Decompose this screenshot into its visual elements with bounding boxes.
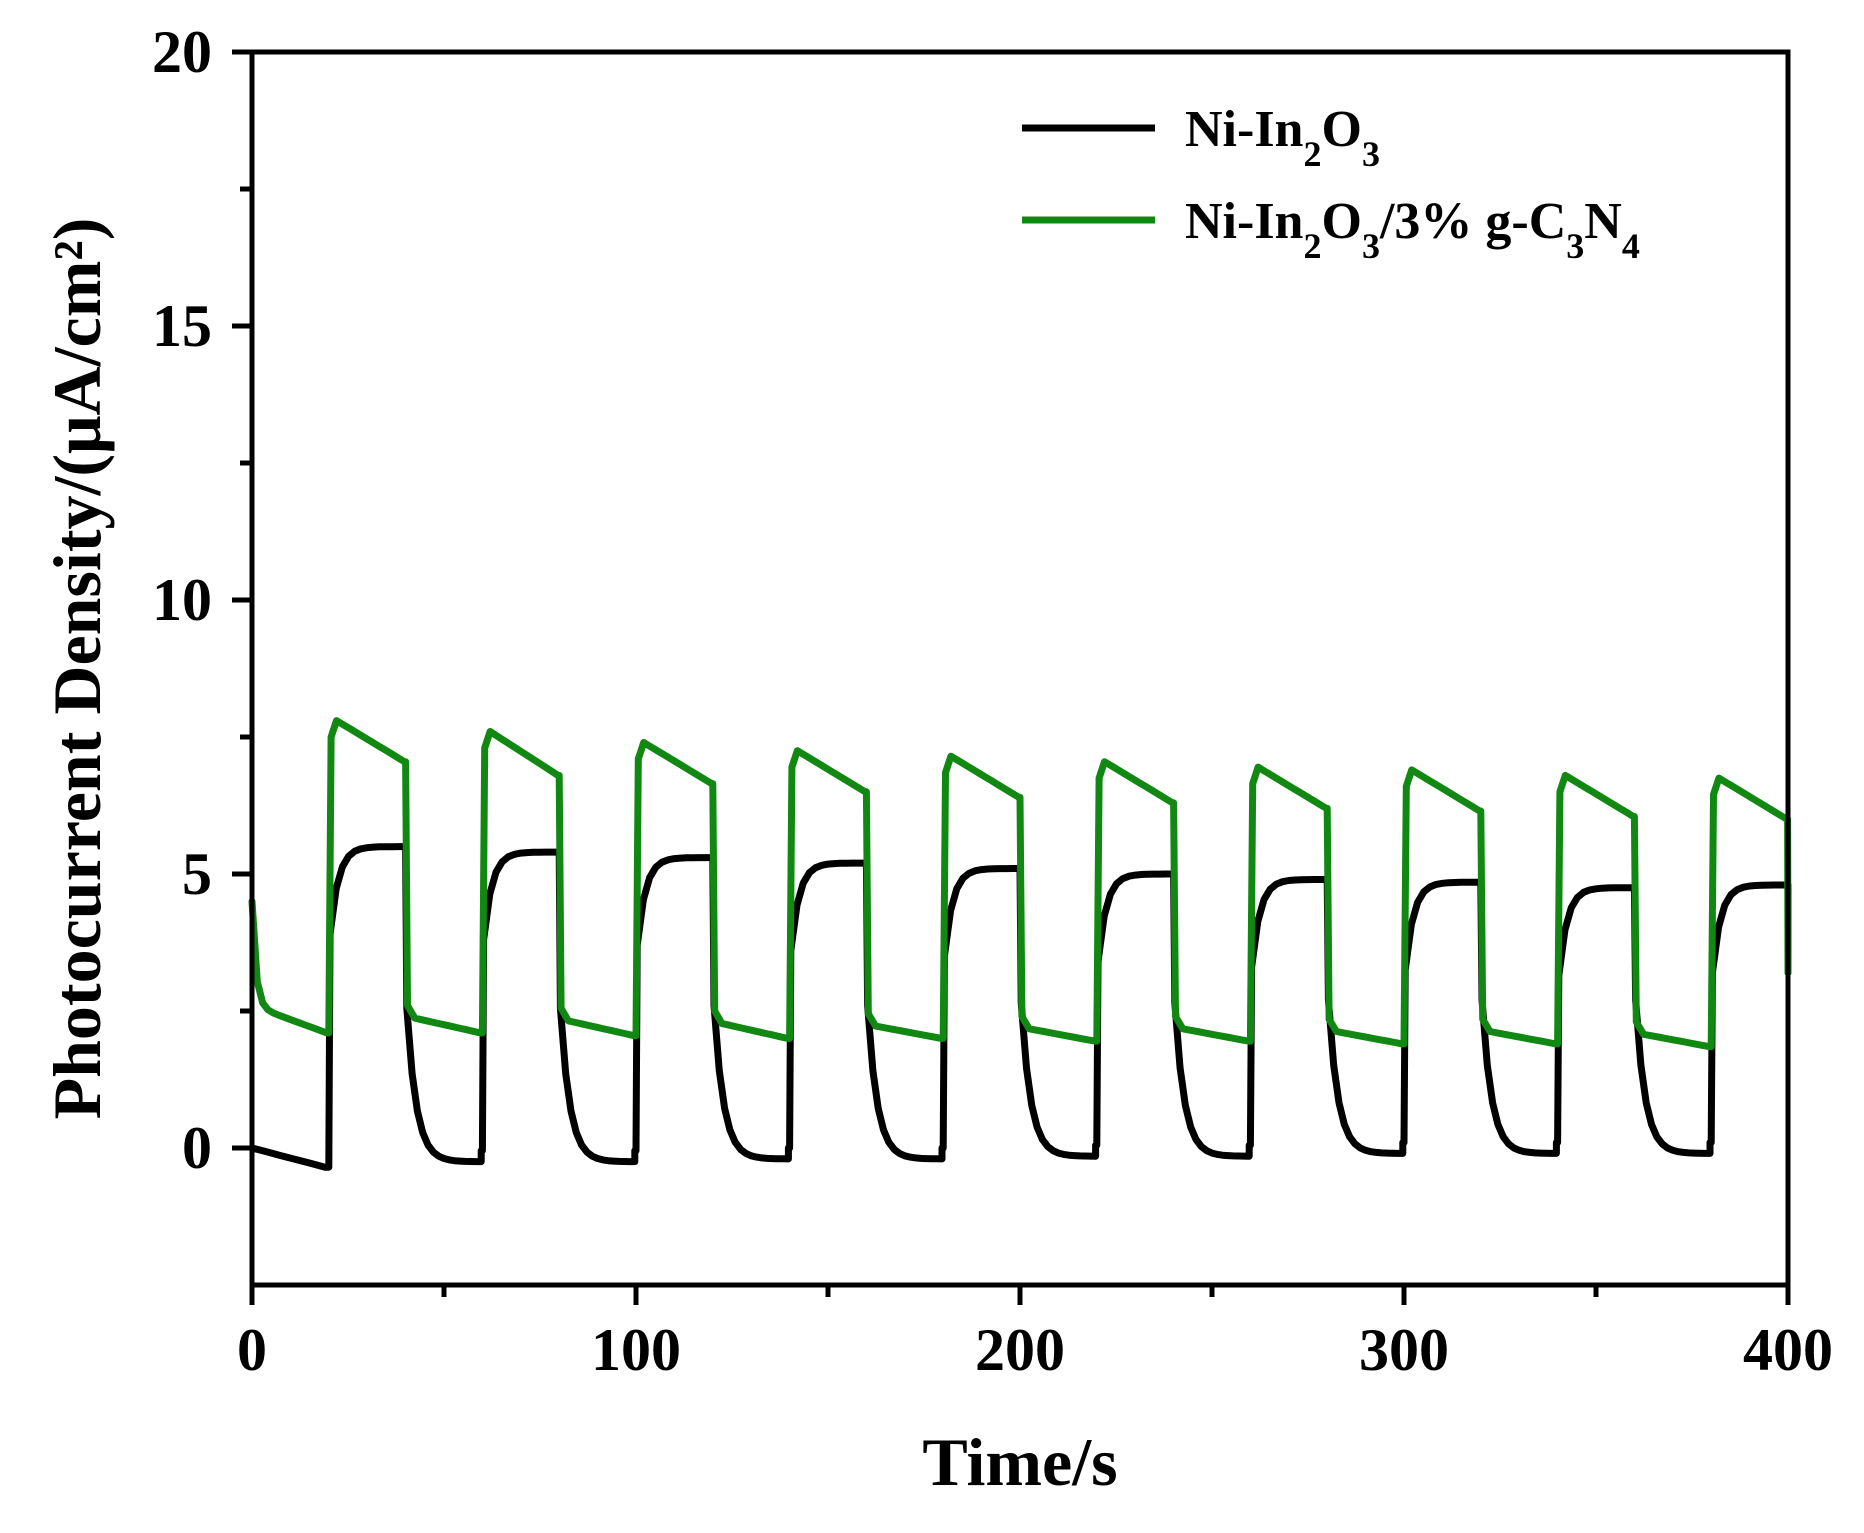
legend-label-part: O bbox=[1321, 101, 1361, 158]
labels-layer: 0 100 200 300 400 0 5 10 15 20 bbox=[152, 19, 1833, 1383]
x-tick-label: 0 bbox=[237, 1317, 267, 1383]
legend-label-1: Ni-In2O3/3% g-C3N4 bbox=[1185, 193, 1640, 266]
legend-label-part: Ni-In bbox=[1185, 193, 1304, 250]
x-tick-label: 100 bbox=[591, 1317, 681, 1383]
x-tick-label: 400 bbox=[1743, 1317, 1833, 1383]
x-axis-label: Time/s bbox=[922, 1424, 1117, 1500]
legend-label-part: 3 bbox=[1566, 226, 1584, 266]
series-line-0 bbox=[248, 843, 1792, 1171]
legend-label-part: 3 bbox=[1362, 226, 1380, 266]
y-tick-label: 10 bbox=[152, 567, 212, 633]
legend-label-part: Ni-In bbox=[1185, 101, 1304, 158]
legend-label-0: Ni-In2O3 bbox=[1185, 101, 1380, 174]
legend-label-part: 2 bbox=[1303, 134, 1321, 174]
x-tick-label: 300 bbox=[1359, 1317, 1449, 1383]
y-tick-label: 20 bbox=[152, 19, 212, 85]
legend-label-part: 4 bbox=[1622, 226, 1640, 266]
y-axis-label: Photocurrent Density/(μA/cm²) bbox=[39, 218, 115, 1120]
y-tick-label: 0 bbox=[182, 1115, 212, 1181]
x-tick-label: 200 bbox=[975, 1317, 1065, 1383]
legend-label-part: 3 bbox=[1362, 134, 1380, 174]
ticks-layer bbox=[232, 49, 1791, 1305]
legend-label-part: O bbox=[1321, 193, 1361, 250]
legend-label-part: 2 bbox=[1303, 226, 1321, 266]
legend-label-part: N bbox=[1584, 193, 1622, 250]
legend-label-part: /3% g-C bbox=[1379, 193, 1566, 250]
series-layer bbox=[248, 717, 1792, 1171]
series-line-1 bbox=[248, 717, 1792, 1051]
y-tick-label: 15 bbox=[152, 293, 212, 359]
y-tick-label: 5 bbox=[182, 841, 212, 907]
